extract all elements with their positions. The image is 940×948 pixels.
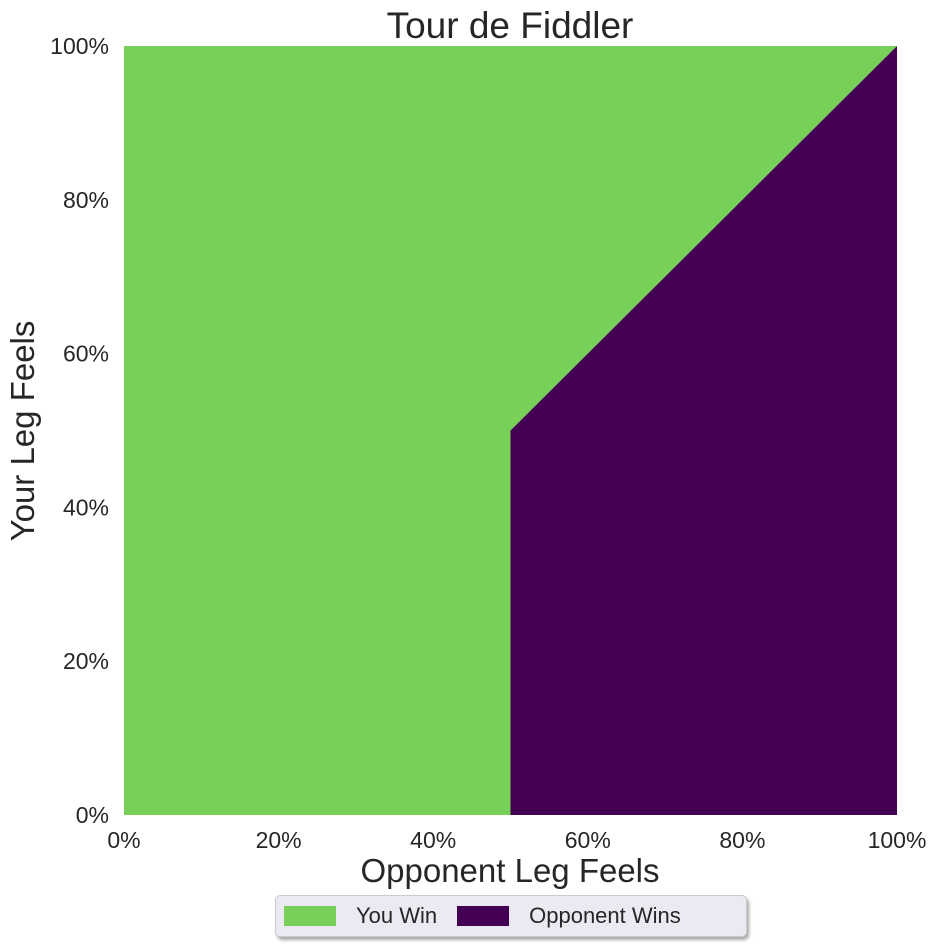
chart-title: Tour de Fiddler	[387, 5, 634, 46]
x-tick-label: 20%	[256, 827, 302, 853]
x-axis-label: Opponent Leg Feels	[360, 852, 659, 889]
legend-label-opponent-wins: Opponent Wins	[529, 903, 681, 928]
plot-area	[124, 46, 897, 815]
legend-item-you-win: You Win	[284, 903, 437, 929]
y-tick-label: 100%	[50, 33, 109, 59]
x-tick-label: 100%	[868, 827, 927, 853]
y-tick-label: 80%	[63, 187, 109, 213]
legend-item-opponent-wins: Opponent Wins	[457, 903, 681, 929]
y-tick-label: 60%	[63, 341, 109, 367]
x-axis-ticks: 0% 20% 40% 60% 80% 100%	[107, 827, 926, 853]
legend: You Win Opponent Wins	[275, 895, 747, 937]
y-tick-label: 40%	[63, 494, 109, 520]
x-tick-label: 60%	[565, 827, 611, 853]
legend-label-you-win: You Win	[356, 903, 438, 928]
legend-swatch-opponent-wins	[457, 906, 510, 926]
y-axis-label: Your Leg Feels	[4, 321, 41, 542]
x-tick-label: 80%	[719, 827, 765, 853]
y-tick-label: 20%	[63, 648, 109, 674]
y-tick-label: 0%	[76, 802, 109, 828]
legend-swatch-you-win	[284, 906, 336, 926]
region-opponent-wins	[510, 46, 897, 815]
x-tick-label: 0%	[107, 827, 140, 853]
y-axis-ticks: 0% 20% 40% 60% 80% 100%	[50, 33, 109, 828]
x-tick-label: 40%	[410, 827, 456, 853]
